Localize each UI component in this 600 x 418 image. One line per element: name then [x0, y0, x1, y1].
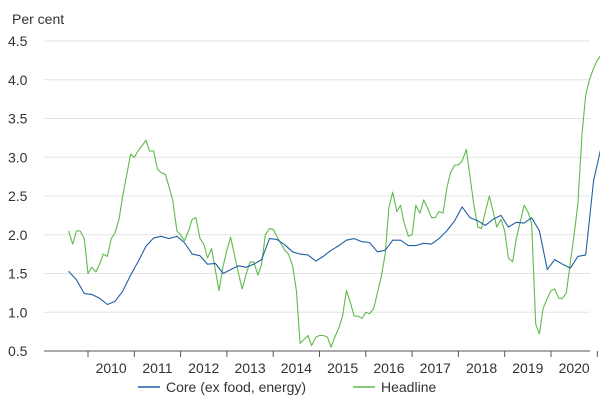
core-series-line [68, 149, 600, 306]
x-tick-label: 2016 [373, 360, 404, 376]
x-tick-label: 2014 [281, 360, 312, 376]
y-tick-label: 4.5 [8, 33, 28, 49]
y-tick-label: 3.0 [8, 149, 28, 165]
legend-headline-label: Headline [381, 379, 436, 395]
y-axis-label: Per cent [12, 11, 64, 27]
x-tick-label: 2019 [512, 360, 543, 376]
legend-core-label: Core (ex food, energy) [166, 379, 306, 395]
x-axis: 2010 2011 2012 2013 2014 2015 2016 2017 2018 2019… [44, 350, 598, 376]
y-tick-label: 0.5 [8, 343, 28, 359]
x-tick-label: 2020 [559, 360, 590, 376]
gridlines [44, 40, 590, 313]
series-lines [68, 55, 600, 348]
y-tick-label: 1.0 [8, 304, 28, 320]
x-tick-label: 2013 [234, 360, 265, 376]
y-tick-label: 4.0 [8, 72, 28, 88]
x-tick-label: 2011 [142, 360, 172, 376]
y-tick-label: 1.5 [8, 266, 28, 282]
x-tick-label: 2012 [188, 360, 219, 376]
x-tick-label: 2018 [466, 360, 497, 376]
legend: Core (ex food, energy) Headline [138, 379, 436, 395]
headline-series-line [68, 55, 600, 348]
x-tick-label: 2015 [327, 360, 358, 376]
y-tick-label: 2.0 [8, 227, 28, 243]
y-axis: 0.5 1.0 1.5 2.0 2.5 3.0 3.5 4.0 4.5 [8, 33, 28, 359]
y-tick-label: 2.5 [8, 188, 28, 204]
x-tick-label: 2010 [96, 360, 127, 376]
y-tick-label: 3.5 [8, 111, 28, 127]
x-tick-label: 2017 [420, 360, 451, 376]
